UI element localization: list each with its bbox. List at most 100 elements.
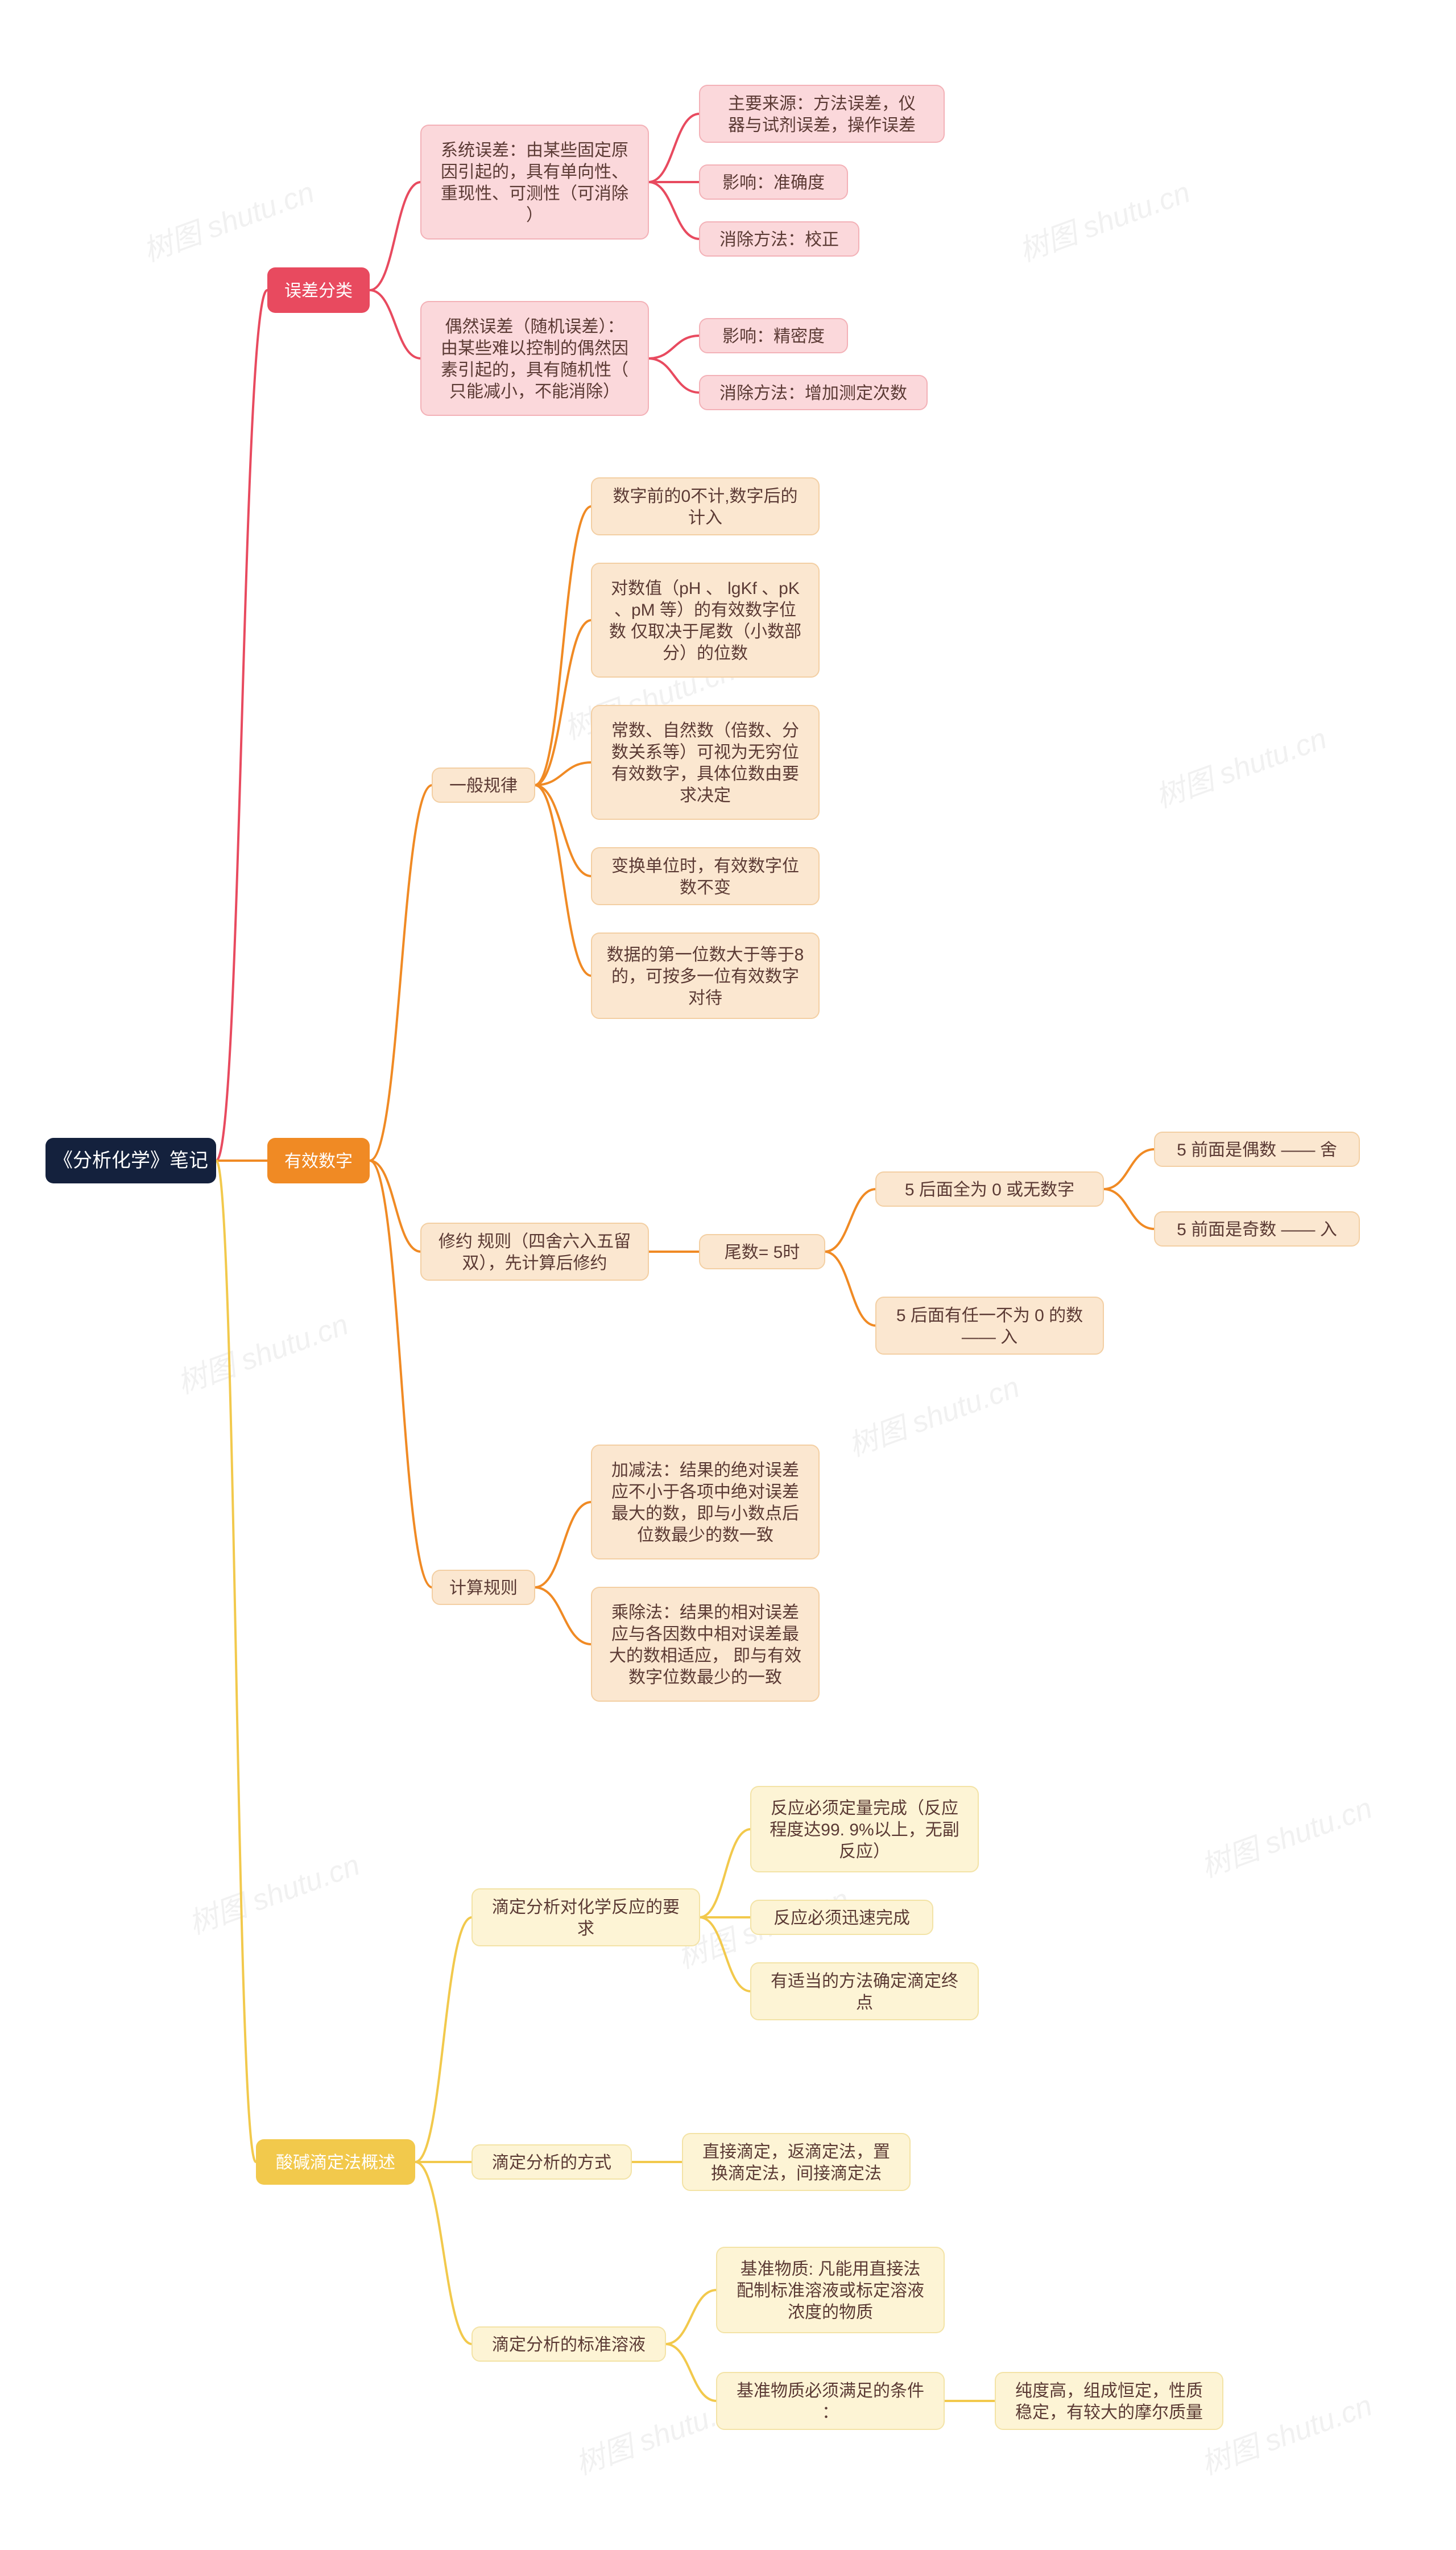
mindmap-node: 滴定分析的方式	[472, 2145, 631, 2179]
mindmap-node: 数字前的0不计,数字后的计入	[592, 478, 819, 535]
node-text: 5 后面全为 0 或无数字	[905, 1181, 1074, 1199]
node-text: 滴定分析的标准溶液	[492, 2336, 646, 2354]
mindmap-node: 5 后面全为 0 或无数字	[876, 1172, 1103, 1206]
node-text: 数字位数最少的一致	[628, 1668, 782, 1687]
node-text: 程度达99. 9%以上，无副	[770, 1821, 959, 1839]
node-text: 尾数= 5时	[725, 1243, 800, 1262]
node-text: 修约 规则（四舍六入五留	[439, 1232, 631, 1251]
node-text: 5 后面有任一不为 0 的数	[896, 1306, 1083, 1325]
node-text: —— 入	[962, 1328, 1017, 1347]
mindmap-node: 《分析化学》笔记	[46, 1138, 216, 1183]
node-text: 点	[856, 1994, 873, 2012]
node-text: 数不变	[680, 878, 731, 897]
mindmap-node: 尾数= 5时	[700, 1235, 825, 1269]
mindmap-node: 基准物质: 凡能用直接法配制标准溶液或标定溶液浓度的物质	[717, 2247, 944, 2333]
node-text: ）	[526, 206, 543, 225]
mindmap-node: 修约 规则（四舍六入五留双），先计算后修约	[421, 1223, 648, 1280]
node-text: 影响：精密度	[722, 327, 825, 346]
mindmap-node: 偶然误差（随机误差）：由某些难以控制的偶然因素引起的，具有随机性（只能减小，不能…	[421, 302, 648, 415]
node-text: 影响：准确度	[722, 174, 825, 192]
node-text: 数字前的0不计,数字后的	[613, 487, 797, 506]
node-text: 一般规律	[449, 777, 518, 795]
node-text: 重现性、可测性（可消除	[441, 184, 628, 203]
mindmap-node: 变换单位时，有效数字位数不变	[592, 848, 819, 905]
node-text: 分）的位数	[663, 644, 748, 663]
node-text: 滴定分析对化学反应的要	[492, 1898, 680, 1917]
node-text: 消除方法：增加测定次数	[719, 384, 907, 403]
mindmap-node: 一般规律	[432, 768, 535, 802]
node-text: 基准物质必须满足的条件	[737, 2382, 924, 2400]
mindmap-node: 纯度高，组成恒定，性质稳定，有较大的摩尔质量	[995, 2372, 1223, 2429]
mindmap-node: 有适当的方法确定滴定终点	[751, 1963, 978, 2020]
node-text: 计入	[688, 509, 722, 527]
node-text: 器与试剂误差，操作误差	[728, 116, 916, 135]
mindmap-node: 滴定分析对化学反应的要求	[472, 1889, 700, 1946]
node-text: 求决定	[680, 786, 731, 805]
node-text: 大的数相适应， 即与有效	[609, 1647, 801, 1665]
node-text: 有效数字，具体位数由要	[611, 765, 799, 783]
node-text: 对数值（pH 、 lgKf 、pK	[611, 579, 800, 598]
node-text: 对待	[688, 989, 722, 1008]
mindmap-node: 5 前面是奇数 —— 入	[1155, 1212, 1359, 1246]
node-text: 5 前面是偶数 —— 舍	[1177, 1141, 1337, 1160]
node-text: 的，可按多一位有效数字	[611, 967, 799, 986]
node-text: 有效数字	[284, 1152, 353, 1171]
node-text: 乘除法：结果的相对误差	[611, 1603, 799, 1622]
mindmap-node: 消除方法：增加测定次数	[700, 376, 927, 410]
node-text: 换滴定法，间接滴定法	[711, 2164, 882, 2183]
mindmap-node: 直接滴定，返滴定法，置换滴定法，间接滴定法	[682, 2134, 910, 2190]
node-text: 应与各因数中相对误差最	[611, 1625, 799, 1644]
node-text: 反应必须定量完成（反应	[771, 1799, 958, 1818]
node-text: 酸碱滴定法概述	[276, 2153, 395, 2172]
node-text: 最大的数，即与小数点后	[611, 1504, 799, 1523]
mindmap-node: 加减法：结果的绝对误差应不小于各项中绝对误差最大的数，即与小数点后位数最少的数一…	[592, 1445, 819, 1559]
node-text: 应不小于各项中绝对误差	[611, 1483, 799, 1501]
node-text: 计算规则	[449, 1579, 518, 1598]
mindmap-node: 5 前面是偶数 —— 舍	[1155, 1132, 1359, 1166]
mindmap-node: 5 后面有任一不为 0 的数 —— 入	[876, 1297, 1103, 1354]
node-text: 5 前面是奇数 —— 入	[1177, 1220, 1337, 1239]
mindmap-node: 对数值（pH 、 lgKf 、pK 、pM 等）的有效数字位数 仅取决于尾数（小数…	[592, 563, 819, 677]
mindmap-node: 系统误差：由某些固定原因引起的，具有单向性、重现性、可测性（可消除 ）	[421, 125, 648, 239]
node-text: 纯度高，组成恒定，性质	[1015, 2382, 1203, 2400]
mindmap-node: 常数、自然数（倍数、分数关系等）可视为无穷位有效数字，具体位数由要求决定	[592, 705, 819, 819]
mindmap-node: 主要来源：方法误差，仪器与试剂误差，操作误差	[700, 85, 944, 142]
node-text: 位数最少的数一致	[637, 1526, 774, 1545]
node-text: 因引起的，具有单向性、	[441, 163, 628, 181]
node-text: ：	[822, 2403, 839, 2422]
node-text: 数关系等）可视为无穷位	[611, 743, 799, 762]
node-text: 加减法：结果的绝对误差	[611, 1461, 799, 1480]
mindmap-node: 计算规则	[432, 1570, 535, 1604]
node-text: 反应必须迅速完成	[774, 1909, 910, 1928]
node-text: 素引起的，具有随机性（	[441, 361, 628, 379]
node-text: 配制标准溶液或标定溶液	[737, 2281, 924, 2300]
node-text: 只能减小，不能消除）	[449, 382, 620, 401]
mindmap-node: 误差分类	[267, 267, 370, 313]
node-text: 偶然误差（随机误差）：	[445, 317, 624, 336]
node-text: 误差分类	[284, 282, 353, 300]
node-text: 滴定分析的方式	[492, 2153, 611, 2172]
node-text: 双），先计算后修约	[462, 1254, 607, 1273]
node-text: 数 仅取决于尾数（小数部	[609, 622, 801, 641]
node-text: 直接滴定，返滴定法，置	[702, 2143, 890, 2161]
mindmap-node: 有效数字	[267, 1138, 370, 1183]
mindmap-node: 滴定分析的标准溶液	[472, 2327, 665, 2361]
node-text: 基准物质: 凡能用直接法	[741, 2260, 921, 2279]
node-text: 求	[577, 1920, 594, 1938]
node-text: 稳定，有较大的摩尔质量	[1015, 2403, 1203, 2422]
node-text: 常数、自然数（倍数、分	[611, 721, 799, 740]
mindmap-node: 数据的第一位数大于等于8 的，可按多一位有效数字对待	[592, 933, 819, 1018]
node-text: 《分析化学》笔记	[53, 1150, 208, 1171]
node-text: 反应）	[839, 1842, 890, 1861]
node-text: 数据的第一位数大于等于8	[607, 946, 804, 964]
mindmap-node: 影响：准确度	[700, 165, 847, 199]
node-text: 消除方法：校正	[719, 230, 839, 249]
mindmap-node: 基准物质必须满足的条件 ：	[717, 2372, 944, 2429]
node-text: 浓度的物质	[788, 2303, 873, 2322]
node-text: 系统误差：由某些固定原	[441, 141, 628, 160]
node-text: 变换单位时，有效数字位	[611, 857, 799, 876]
node-text: 有适当的方法确定滴定终	[771, 1972, 958, 1991]
mindmap-node: 乘除法：结果的相对误差应与各因数中相对误差最大的数相适应， 即与有效数字位数最少…	[592, 1587, 819, 1701]
node-text: 、pM 等）的有效数字位	[614, 601, 796, 620]
mindmap-node: 反应必须定量完成（反应程度达99. 9%以上，无副反应）	[751, 1786, 978, 1872]
